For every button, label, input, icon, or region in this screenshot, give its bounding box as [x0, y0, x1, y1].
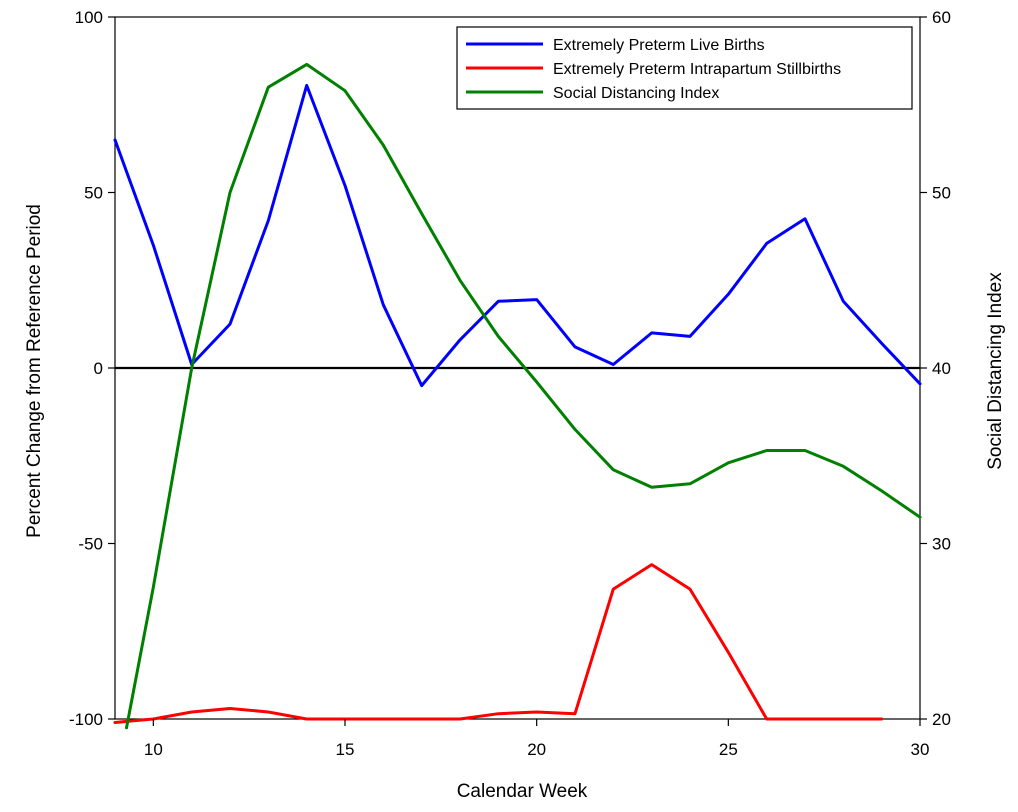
series-line-1: [113, 83, 922, 388]
x-axis: 10 15 20 25 30: [144, 719, 930, 759]
y-tick-label: 50: [84, 184, 103, 203]
x-tick-label: 20: [527, 740, 546, 759]
y-axis-title: Percent Change from Reference Period: [24, 204, 45, 538]
y2-tick-label: 50: [932, 184, 951, 203]
x-tick-label: 25: [719, 740, 738, 759]
legend-label-3: Social Distancing Index: [553, 85, 719, 102]
legend-label-2: Extremely Preterm Intrapartum Stillbirth…: [553, 61, 841, 78]
y-axis-left: -100 -50 0 50 100: [69, 8, 115, 729]
y2-tick-label: 60: [932, 8, 951, 27]
x-tick-label: 10: [144, 740, 163, 759]
series-layer: [113, 62, 922, 730]
y-tick-label: 0: [94, 359, 103, 378]
y-axis-right: 20 30 40 50 60: [920, 8, 951, 729]
y-tick-label: -50: [78, 535, 103, 554]
legend: Extremely Preterm Live Births Extremely P…: [456, 26, 913, 110]
x-tick-label: 30: [911, 740, 930, 759]
y-tick-label: -100: [69, 710, 103, 729]
x-tick-label: 15: [336, 740, 355, 759]
series-line-3: [125, 62, 922, 730]
y2-tick-label: 40: [932, 359, 951, 378]
y-tick-label: 100: [75, 8, 103, 27]
x-axis-title: Calendar Week: [457, 781, 588, 802]
series-line-2: [113, 563, 884, 724]
legend-label-1: Extremely Preterm Live Births: [553, 37, 765, 54]
y2-axis-title: Social Distancing Index: [985, 272, 1006, 470]
y2-tick-label: 20: [932, 710, 951, 729]
y2-tick-label: 30: [932, 535, 951, 554]
